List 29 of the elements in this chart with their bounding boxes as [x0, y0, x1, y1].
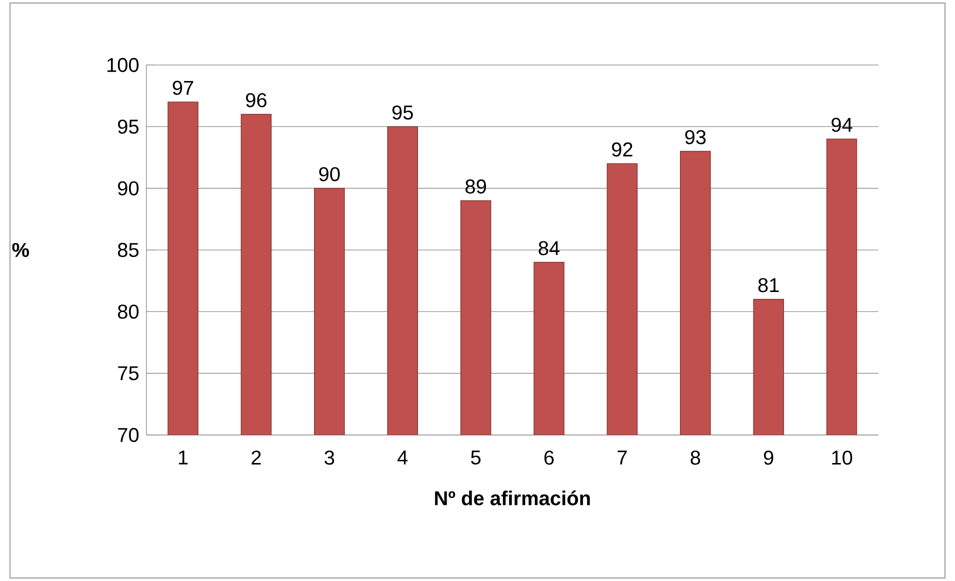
x-tick-label: 4: [398, 450, 408, 464]
data-label: 96: [246, 93, 266, 108]
data-label: 90: [319, 167, 340, 182]
y-tick-label: 80: [118, 304, 139, 319]
x-axis-title: Nº de afirmación: [435, 490, 590, 506]
data-label: 89: [466, 179, 486, 194]
y-tick-label: 75: [118, 366, 138, 380]
x-tick-label: 7: [618, 450, 627, 464]
x-tick-label: 5: [471, 450, 481, 465]
x-tick-label: 6: [544, 450, 554, 465]
data-label: 84: [538, 241, 560, 256]
x-tick-label: 3: [324, 450, 334, 465]
y-tick-label: 95: [118, 120, 138, 134]
x-tick-label: 10: [832, 450, 852, 465]
x-tick-label: 2: [252, 450, 261, 465]
y-tick-label: 70: [118, 428, 139, 442]
data-label: 81: [758, 278, 779, 292]
y-axis-title: %: [12, 242, 30, 258]
y-tick-label: 85: [118, 242, 138, 258]
data-label: 92: [612, 142, 632, 157]
x-tick-label: 9: [764, 450, 774, 465]
x-tick-label: 8: [690, 450, 700, 465]
x-tick-label: 1: [178, 450, 188, 464]
y-tick-label: 100: [108, 58, 139, 72]
y-tick-label: 90: [118, 181, 139, 196]
data-label: 95: [392, 105, 413, 120]
data-label: 93: [685, 130, 706, 144]
data-label: 94: [832, 118, 852, 132]
data-label: 97: [172, 80, 194, 95]
